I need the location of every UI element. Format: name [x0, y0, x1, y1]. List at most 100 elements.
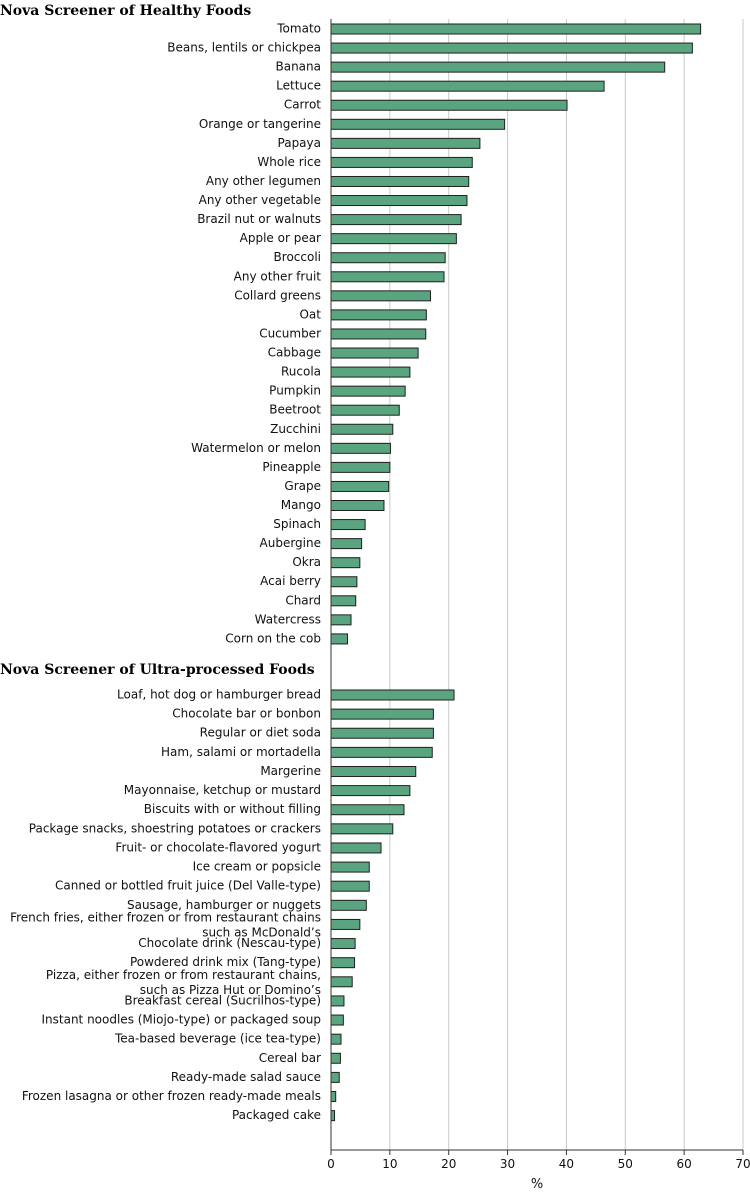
category-label: Okra	[292, 555, 321, 569]
bar-2-14	[330, 938, 356, 950]
category-label: Carrot	[284, 98, 321, 112]
category-label: Biscuits with or without filling	[144, 802, 321, 816]
x-axis-label: %	[531, 1177, 543, 1192]
category-label: Papaya	[278, 136, 321, 150]
bar-1-14	[330, 271, 445, 283]
category-label: Beetroot	[269, 403, 321, 417]
bar-1-4	[330, 80, 605, 92]
bar-1-31	[330, 595, 357, 607]
category-label: Watermelon or melon	[191, 441, 321, 455]
category-label: Chard	[285, 593, 321, 607]
bar-1-22	[330, 423, 394, 435]
category-label: Pineapple	[262, 460, 321, 474]
bar-1-27	[330, 519, 366, 531]
bar-1-33	[330, 633, 348, 645]
category-label: Spinach	[273, 517, 321, 531]
bar-2-21	[330, 1071, 340, 1083]
bar-1-16	[330, 309, 427, 321]
category-label: Margerine	[260, 764, 321, 778]
bar-1-24	[330, 461, 391, 473]
x-tick-label: 0	[327, 1157, 335, 1171]
bar-1-1	[330, 23, 702, 35]
category-label: Packaged cake	[232, 1108, 321, 1122]
bar-2-3	[330, 727, 434, 739]
section-titles: Nova Screener of Healthy Foods Nova Scree…	[0, 3, 315, 678]
bar-1-10	[330, 195, 468, 207]
category-label: Regular or diet soda	[200, 726, 321, 740]
category-label: Tomato	[276, 22, 321, 36]
bar-2-7	[330, 804, 405, 816]
bar-1-21	[330, 404, 400, 416]
x-tick-label: 20	[441, 1157, 456, 1171]
bar-2-16	[330, 976, 353, 988]
category-label: Ready-made salad sauce	[171, 1070, 321, 1084]
bar-2-17	[330, 995, 345, 1007]
bar-1-26	[330, 500, 385, 511]
category-label: Acai berry	[260, 574, 321, 588]
category-label: Oat	[299, 307, 321, 321]
x-tick-label: 10	[382, 1157, 397, 1171]
bar-2-23	[330, 1110, 336, 1122]
bar-1-8	[330, 156, 473, 168]
bar-1-19	[330, 366, 411, 378]
category-label: Banana	[275, 60, 321, 74]
category-label: Corn on the cob	[225, 631, 321, 645]
bar-2-15	[330, 957, 356, 969]
category-label: Sausage, hamburger or nuggets	[127, 898, 321, 912]
category-label: Ice cream or popsicle	[193, 860, 321, 874]
category-label: Any other fruit	[234, 269, 322, 283]
bar-2-9	[330, 842, 382, 854]
bar-1-12	[330, 233, 457, 245]
bar-1-9	[330, 175, 470, 187]
bars	[330, 23, 702, 1122]
category-label: Powdered drink mix (Tang-type)	[130, 955, 321, 969]
bar-2-12	[330, 899, 367, 911]
bar-1-32	[330, 614, 352, 626]
bar-1-25	[330, 480, 390, 492]
category-label: Loaf, hot dog or hamburger bread	[117, 688, 321, 702]
category-label: Whole rice	[257, 155, 321, 169]
category-label: Brazil nut or walnuts	[197, 212, 321, 226]
category-label: Package snacks, shoestring potatoes or c…	[29, 821, 321, 835]
category-label: Ham, salami or mortadella	[161, 745, 321, 759]
category-label: Canned or bottled fruit juice (Del Valle…	[55, 879, 321, 893]
bar-2-10	[330, 861, 370, 873]
bar-1-18	[330, 347, 419, 359]
category-label: Breakfast cereal (Sucrilhos-type)	[124, 993, 321, 1007]
bar-2-2	[330, 708, 434, 720]
category-label: Frozen lasagna or other frozen ready-mad…	[22, 1089, 321, 1103]
category-label: Grape	[284, 479, 321, 493]
bar-2-22	[330, 1091, 337, 1103]
category-label: Mayonnaise, ketchup or mustard	[124, 783, 321, 797]
category-label: Cabbage	[268, 346, 321, 360]
bar-2-5	[330, 765, 417, 777]
category-label: Aubergine	[260, 536, 321, 550]
category-label: Lettuce	[276, 79, 321, 93]
category-label: Pizza, either frozen or from restaurant …	[46, 967, 321, 996]
category-label: Beans, lentils or chickpea	[167, 41, 321, 55]
section-title-2: Nova Screener of Ultra-processed Foods	[0, 662, 315, 678]
bar-1-7	[330, 137, 481, 149]
bar-2-8	[330, 823, 394, 835]
x-axis: 0 10 20 30 40 50 60 70%	[327, 19, 750, 1192]
bar-2-18	[330, 1014, 344, 1026]
category-label: Cereal bar	[259, 1051, 321, 1065]
category-label: Chocolate bar or bonbon	[172, 707, 321, 721]
bar-1-13	[330, 252, 446, 264]
bar-1-6	[330, 118, 506, 130]
category-label: Any other legumen	[206, 174, 321, 188]
bar-1-11	[330, 214, 462, 226]
bar-1-20	[330, 385, 406, 397]
bar-2-1	[330, 689, 455, 701]
x-tick-label: 40	[559, 1157, 574, 1171]
category-label: Instant noodles (Miojo-type) or packaged…	[41, 1013, 321, 1027]
category-label: Collard greens	[234, 288, 321, 302]
bar-2-11	[330, 880, 370, 892]
bar-1-2	[330, 42, 693, 54]
bar-2-4	[330, 746, 433, 758]
category-label: Watercress	[255, 612, 321, 626]
gridlines	[389, 19, 744, 1150]
category-label: Cucumber	[259, 326, 321, 340]
section-title-1: Nova Screener of Healthy Foods	[0, 3, 251, 19]
